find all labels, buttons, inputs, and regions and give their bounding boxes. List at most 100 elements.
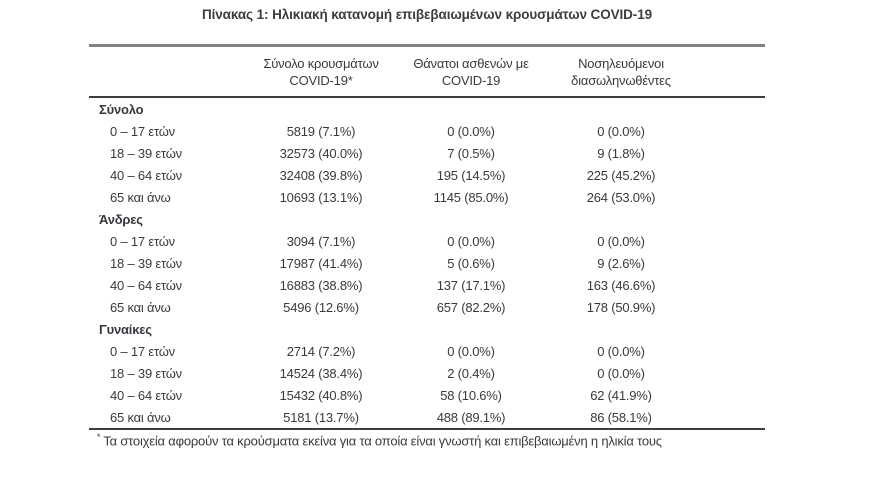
table-row: 18 – 39 ετών 32573 (40.0%) 7 (0.5%) 9 (1…: [89, 142, 765, 164]
footnote-text: Τα στοιχεία αφορούν τα κρούσματα εκείνα …: [103, 433, 662, 449]
header-spacer-cell: [696, 46, 765, 98]
header-intubated-line2: διασωληνωθέντες: [571, 73, 671, 88]
cases-value: 32408 (39.8%): [279, 167, 363, 183]
spacer-cell: [696, 384, 765, 406]
age-label: 40 – 64 ετών: [110, 387, 182, 403]
deaths-value: 488 (89.1%): [436, 409, 506, 425]
header-deaths-line2: COVID-19: [441, 73, 501, 88]
intubated-value: 86 (58.1%): [590, 409, 652, 425]
header-intubated: Νοσηλευόμενοι διασωληνωθέντες: [546, 46, 696, 98]
table-row: 0 – 17 ετών 3094 (7.1%) 0 (0.0%) 0 (0.0%…: [89, 230, 765, 252]
table-header: Σύνολο κρουσμάτων COVID-19* Θάνατοι ασθε…: [89, 46, 765, 98]
spacer-cell: [696, 362, 765, 384]
section-men: Άνδρες 0 – 17 ετών 3094 (7.1%) 0 (0.0%) …: [89, 208, 765, 318]
age-label: 0 – 17 ετών: [110, 123, 175, 139]
spacer-cell: [696, 274, 765, 296]
deaths-value: 2 (0.4%): [447, 365, 495, 381]
deaths-value: 195 (14.5%): [436, 167, 506, 183]
data-table: Σύνολο κρουσμάτων COVID-19* Θάνατοι ασθε…: [89, 44, 765, 430]
section-label: Σύνολο: [99, 101, 144, 117]
table-row: 65 και άνω 5181 (13.7%) 488 (89.1%) 86 (…: [89, 406, 765, 429]
intubated-value: 264 (53.0%): [586, 189, 656, 205]
spacer-cell: [696, 230, 765, 252]
spacer-cell: [696, 296, 765, 318]
header-deaths-line1: Θάνατοι ασθενών με: [413, 56, 529, 71]
header-empty-cell: [89, 46, 246, 98]
intubated-value: 62 (41.9%): [590, 387, 652, 403]
deaths-value: 137 (17.1%): [436, 277, 506, 293]
intubated-value: 178 (50.9%): [586, 299, 656, 315]
deaths-value: 0 (0.0%): [447, 343, 495, 359]
age-label: 18 – 39 ετών: [110, 255, 182, 271]
intubated-value: 0 (0.0%): [597, 365, 645, 381]
table-row: 18 – 39 ετών 17987 (41.4%) 5 (0.6%) 9 (2…: [89, 252, 765, 274]
table-row: 0 – 17 ετών 2714 (7.2%) 0 (0.0%) 0 (0.0%…: [89, 340, 765, 362]
section-total: Σύνολο 0 – 17 ετών 5819 (7.1%) 0 (0.0%) …: [89, 97, 765, 208]
age-label: 0 – 17 ετών: [110, 233, 175, 249]
table-row: 0 – 17 ετών 5819 (7.1%) 0 (0.0%) 0 (0.0%…: [89, 120, 765, 142]
section-header-row: Σύνολο: [89, 97, 765, 120]
cases-value: 32573 (40.0%): [279, 145, 363, 161]
cases-value: 5819 (7.1%): [286, 123, 356, 139]
spacer-cell: [696, 406, 765, 429]
table-row: 65 και άνω 10693 (13.1%) 1145 (85.0%) 26…: [89, 186, 765, 208]
deaths-value: 5 (0.6%): [447, 255, 495, 271]
age-label: 65 και άνω: [110, 299, 171, 315]
cases-value: 5181 (13.7%): [283, 409, 359, 425]
header-intubated-line1: Νοσηλευόμενοι: [578, 56, 664, 71]
cases-value: 17987 (41.4%): [279, 255, 363, 271]
age-label: 18 – 39 ετών: [110, 365, 182, 381]
spacer-cell: [696, 120, 765, 142]
table-title: Πίνακας 1: Ηλικιακή κατανομή επιβεβαιωμέ…: [201, 7, 653, 22]
table-row: 40 – 64 ετών 16883 (38.8%) 137 (17.1%) 1…: [89, 274, 765, 296]
table-footnote: * Τα στοιχεία αφορούν τα κρούσματα εκείνα…: [89, 432, 765, 448]
header-deaths: Θάνατοι ασθενών με COVID-19: [396, 46, 546, 98]
age-label: 18 – 39 ετών: [110, 145, 182, 161]
age-label: 40 – 64 ετών: [110, 277, 182, 293]
intubated-value: 163 (46.6%): [586, 277, 656, 293]
deaths-value: 0 (0.0%): [447, 233, 495, 249]
age-label: 0 – 17 ετών: [110, 343, 175, 359]
intubated-value: 0 (0.0%): [597, 123, 645, 139]
header-total-cases: Σύνολο κρουσμάτων COVID-19*: [246, 46, 396, 98]
spacer-cell: [696, 164, 765, 186]
age-label: 40 – 64 ετών: [110, 167, 182, 183]
cases-value: 14524 (38.4%): [279, 365, 363, 381]
section-header-row: Γυναίκες: [89, 318, 765, 340]
intubated-value: 0 (0.0%): [597, 233, 645, 249]
intubated-value: 0 (0.0%): [597, 343, 645, 359]
deaths-value: 0 (0.0%): [447, 123, 495, 139]
spacer-cell: [696, 252, 765, 274]
cases-value: 16883 (38.8%): [279, 277, 363, 293]
table-row: 65 και άνω 5496 (12.6%) 657 (82.2%) 178 …: [89, 296, 765, 318]
deaths-value: 58 (10.6%): [440, 387, 502, 403]
covid-age-distribution-table: Σύνολο κρουσμάτων COVID-19* Θάνατοι ασθε…: [89, 44, 765, 448]
cases-value: 15432 (40.8%): [279, 387, 363, 403]
intubated-value: 9 (1.8%): [597, 145, 645, 161]
spacer-cell: [696, 186, 765, 208]
section-header-row: Άνδρες: [89, 208, 765, 230]
cases-value: 10693 (13.1%): [279, 189, 363, 205]
deaths-value: 1145 (85.0%): [433, 189, 509, 205]
cases-value: 3094 (7.1%): [286, 233, 356, 249]
header-total-cases-line1: Σύνολο κρουσμάτων: [263, 56, 379, 71]
cases-value: 2714 (7.2%): [286, 343, 356, 359]
header-total-cases-line2: COVID-19*: [289, 73, 353, 88]
spacer-cell: [696, 340, 765, 362]
deaths-value: 657 (82.2%): [436, 299, 506, 315]
age-label: 65 και άνω: [110, 409, 171, 425]
spacer-cell: [696, 142, 765, 164]
age-label: 65 και άνω: [110, 189, 171, 205]
section-women: Γυναίκες 0 – 17 ετών 2714 (7.2%) 0 (0.0%…: [89, 318, 765, 429]
cases-value: 5496 (12.6%): [283, 299, 359, 315]
header-row: Σύνολο κρουσμάτων COVID-19* Θάνατοι ασθε…: [89, 46, 765, 98]
section-label: Γυναίκες: [99, 321, 152, 337]
intubated-value: 9 (2.6%): [597, 255, 645, 271]
table-row: 40 – 64 ετών 32408 (39.8%) 195 (14.5%) 2…: [89, 164, 765, 186]
table-row: 40 – 64 ετών 15432 (40.8%) 58 (10.6%) 62…: [89, 384, 765, 406]
deaths-value: 7 (0.5%): [447, 145, 495, 161]
footnote-asterisk: *: [97, 432, 101, 442]
intubated-value: 225 (45.2%): [586, 167, 656, 183]
table-row: 18 – 39 ετών 14524 (38.4%) 2 (0.4%) 0 (0…: [89, 362, 765, 384]
